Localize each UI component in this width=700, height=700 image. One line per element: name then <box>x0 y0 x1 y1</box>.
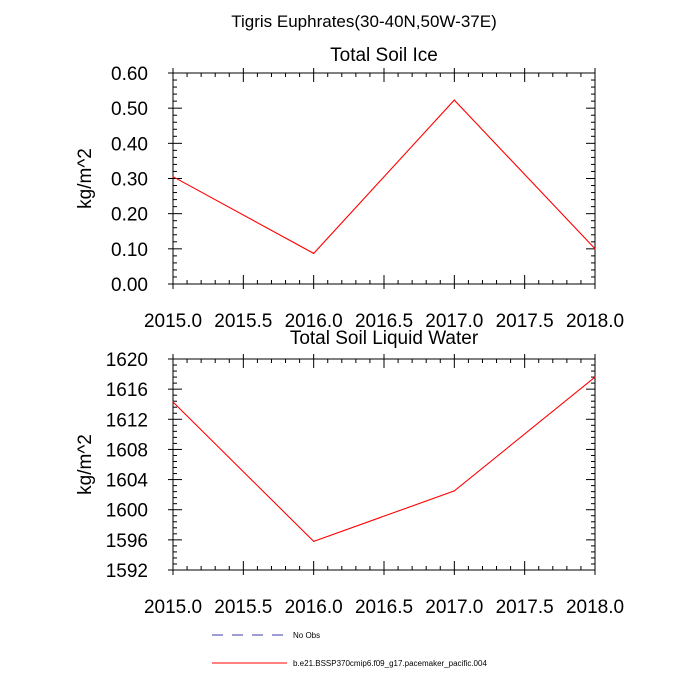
y-tick-label: 0.30 <box>111 170 148 191</box>
x-tick-label: 2017.5 <box>496 311 554 332</box>
y-tick-label: 1608 <box>106 440 148 461</box>
x-tick-label: 2015.0 <box>144 311 202 332</box>
panel-soil-ice: Total Soil Ice kg/m^2 0.00 0.10 0.20 0.30 0.40… <box>75 45 624 332</box>
data-point <box>172 401 174 403</box>
x-tick-label: 2016.0 <box>285 311 343 332</box>
y-tick-label: 0.50 <box>111 99 148 120</box>
x-tick-label: 2018.0 <box>566 597 624 618</box>
data-point <box>453 490 455 492</box>
y-tick-label: 1620 <box>106 350 148 371</box>
x-tick-label: 2017.0 <box>425 597 483 618</box>
y-tick-label: 1604 <box>106 471 149 492</box>
x-tick-label: 2018.0 <box>566 311 624 332</box>
page-title: Tigris Euphrates(30-40N,50W-37E) <box>231 12 497 31</box>
chart-title: Total Soil Ice <box>330 45 438 66</box>
y-axis-label: kg/m^2 <box>75 434 96 495</box>
chart-title: Total Soil Liquid Water <box>290 328 479 349</box>
y-tick-label: 0.10 <box>111 240 148 261</box>
data-point <box>172 176 174 178</box>
data-point <box>313 252 315 255</box>
x-tick-label: 2016.5 <box>355 311 413 332</box>
y-tick-label: 1600 <box>106 501 148 522</box>
x-tick-label: 2015.5 <box>214 597 272 618</box>
x-tick-label: 2015.0 <box>144 597 202 618</box>
y-tick-label: 1616 <box>106 380 148 401</box>
x-tick-label: 2016.5 <box>355 597 413 618</box>
panel-soil-liquid-water: Total Soil Liquid Water kg/m^2 1592 1596 160… <box>75 328 624 618</box>
data-point <box>594 376 596 378</box>
y-tick-label: 0.40 <box>111 134 148 155</box>
y-tick-label: 1592 <box>106 561 148 582</box>
series-line <box>172 99 596 255</box>
x-tick-label: 2017.0 <box>425 311 483 332</box>
x-tick-label: 2016.0 <box>285 597 343 618</box>
data-point <box>453 99 455 101</box>
y-tick-label: 1596 <box>106 531 148 552</box>
series-line <box>172 376 596 543</box>
legend: No Obs b.e21.BSSP370cmip6.f09_g17.pacema… <box>212 631 487 668</box>
x-tick-label: 2017.5 <box>496 597 554 618</box>
legend-label-model-run: b.e21.BSSP370cmip6.f09_g17.pacemaker_pac… <box>293 659 487 668</box>
y-axis-label: kg/m^2 <box>75 148 96 209</box>
y-tick-label: 0.00 <box>111 275 148 296</box>
y-tick-label: 1612 <box>106 410 148 431</box>
plot-frame <box>172 72 596 285</box>
x-tick-label: 2015.5 <box>214 311 272 332</box>
data-point <box>594 248 596 250</box>
y-tick-label: 0.20 <box>111 205 148 226</box>
data-point <box>313 540 315 542</box>
legend-label-no-obs: No Obs <box>293 631 320 640</box>
y-tick-label: 0.60 <box>111 64 148 85</box>
